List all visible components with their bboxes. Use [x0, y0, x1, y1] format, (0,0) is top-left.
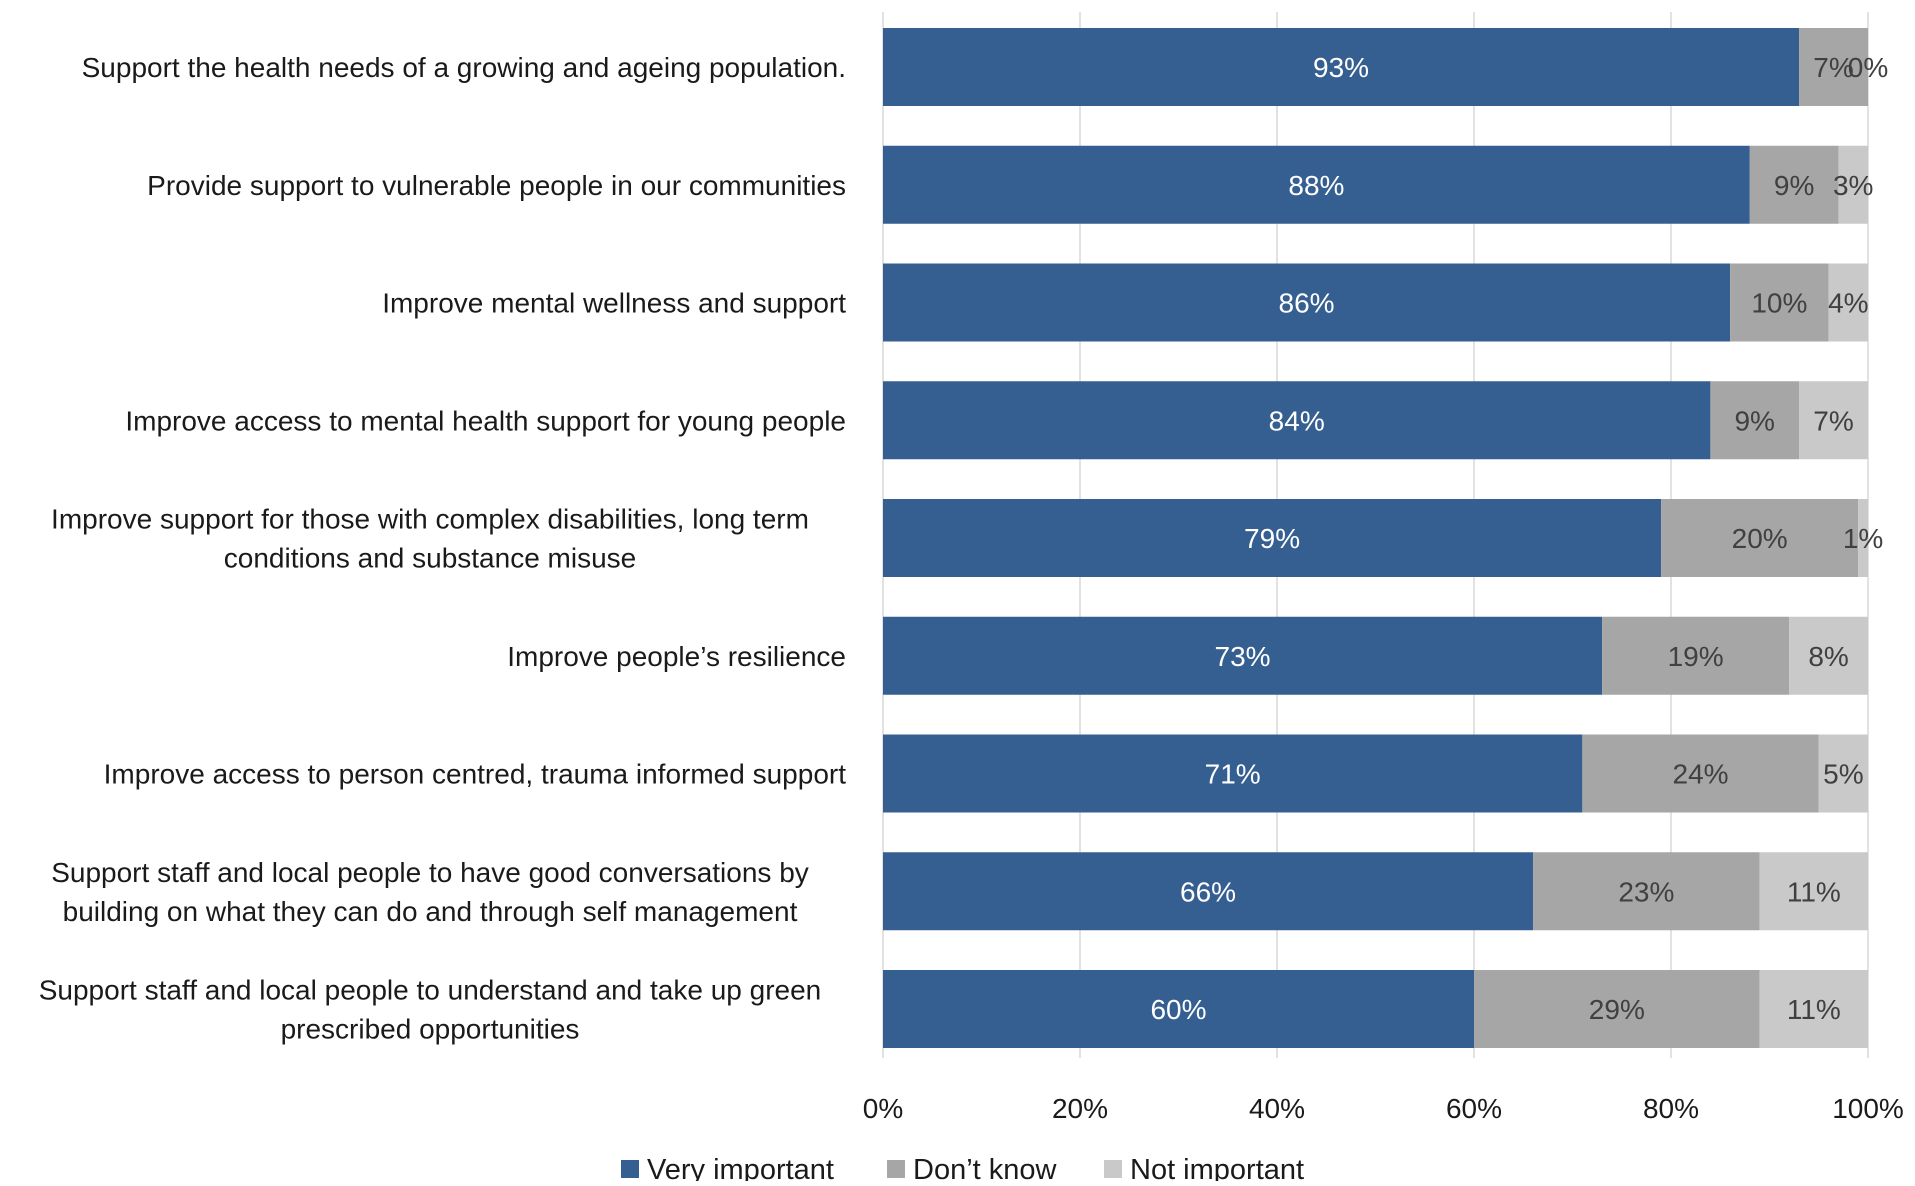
data-label-not-important-0: 0% — [1848, 52, 1888, 83]
data-label-not-important-2: 4% — [1828, 288, 1868, 319]
category-labels: Support the health needs of a growing an… — [39, 52, 846, 1045]
category-label-line: Improve mental wellness and support — [382, 288, 846, 319]
x-tick-label-100: 100% — [1832, 1093, 1904, 1124]
bar-not-important-6 — [1818, 734, 1868, 813]
bar-dont-know-2 — [1730, 263, 1829, 342]
data-label-not-important-1: 3% — [1833, 170, 1873, 201]
category-label-6: Improve access to person centred, trauma… — [104, 759, 847, 790]
data-label-dont-know-5: 19% — [1668, 641, 1724, 672]
category-label-0: Support the health needs of a growing an… — [82, 52, 846, 83]
bar-very-important-5 — [883, 616, 1603, 695]
category-label-line: Support the health needs of a growing an… — [82, 52, 846, 83]
data-label-not-important-7: 11% — [1787, 876, 1841, 907]
data-label-very-important-2: 86% — [1279, 288, 1335, 319]
data-label-not-important-6: 5% — [1823, 759, 1863, 790]
legend-label-dont-know: Don’t know — [913, 1154, 1058, 1181]
category-label-line: Improve access to mental health support … — [125, 405, 846, 436]
data-label-dont-know-1: 9% — [1774, 170, 1814, 201]
bar-not-important-7 — [1759, 852, 1868, 931]
data-label-not-important-3: 7% — [1813, 405, 1853, 436]
x-tick-label-80: 80% — [1643, 1093, 1699, 1124]
category-label-line: Improve access to person centred, trauma… — [104, 759, 847, 790]
bar-very-important-1 — [883, 145, 1750, 224]
bar-not-important-2 — [1828, 263, 1868, 342]
data-label-very-important-4: 79% — [1244, 523, 1300, 554]
bar-very-important-3 — [883, 381, 1711, 460]
category-label-line: prescribed opportunities — [281, 1014, 580, 1045]
bar-dont-know-8 — [1474, 970, 1760, 1048]
data-label-very-important-0: 93% — [1313, 52, 1369, 83]
category-label-8: Support staff and local people to unders… — [39, 975, 822, 1045]
x-tick-label-20: 20% — [1052, 1093, 1108, 1124]
data-label-dont-know-0: 7% — [1813, 52, 1853, 83]
data-label-not-important-4: 1% — [1843, 523, 1883, 554]
bar-not-important-4 — [1858, 499, 1868, 577]
data-label-very-important-1: 88% — [1288, 170, 1344, 201]
x-tick-label-60: 60% — [1446, 1093, 1502, 1124]
data-label-very-important-8: 60% — [1150, 994, 1206, 1025]
bar-dont-know-0 — [1799, 28, 1868, 106]
data-label-dont-know-6: 24% — [1673, 759, 1729, 790]
bar-very-important-2 — [883, 263, 1731, 342]
bar-very-important-4 — [883, 499, 1662, 577]
bar-dont-know-4 — [1661, 499, 1859, 577]
bar-not-important-5 — [1789, 616, 1868, 695]
legend-swatch-very-important — [621, 1160, 639, 1178]
x-tick-label-40: 40% — [1249, 1093, 1305, 1124]
bar-dont-know-3 — [1710, 381, 1800, 460]
bar-dont-know-5 — [1602, 616, 1790, 695]
bar-dont-know-1 — [1749, 145, 1839, 224]
legend: Very important Don’t know Not important — [621, 1154, 1304, 1186]
bar-not-important-3 — [1799, 381, 1868, 460]
data-label-not-important-5: 8% — [1808, 641, 1848, 672]
data-label-dont-know-8: 29% — [1589, 994, 1645, 1025]
category-label-line: conditions and substance misuse — [224, 543, 636, 574]
data-label-not-important-8: 11% — [1787, 994, 1841, 1025]
legend-swatch-dont-know — [887, 1160, 905, 1178]
data-label-dont-know-7: 23% — [1618, 876, 1674, 907]
bar-very-important-8 — [883, 970, 1474, 1048]
data-label-very-important-5: 73% — [1215, 641, 1271, 672]
category-label-line: building on what they can do and through… — [63, 896, 798, 927]
bar-not-important-1 — [1838, 145, 1868, 224]
bar-very-important-6 — [883, 734, 1583, 813]
category-label-line: Improve people’s resilience — [507, 641, 846, 672]
bar-dont-know-6 — [1582, 734, 1819, 813]
category-label-1: Provide support to vulnerable people in … — [147, 170, 846, 201]
bar-dont-know-7 — [1533, 852, 1760, 931]
bar-very-important-7 — [883, 852, 1534, 931]
data-label-very-important-6: 71% — [1205, 759, 1261, 790]
category-label-line: Support staff and local people to unders… — [39, 975, 822, 1006]
category-label-line: Provide support to vulnerable people in … — [147, 170, 846, 201]
data-label-dont-know-3: 9% — [1734, 405, 1774, 436]
category-label-7: Support staff and local people to have g… — [51, 857, 809, 927]
category-label-3: Improve access to mental health support … — [125, 405, 846, 436]
category-label-2: Improve mental wellness and support — [382, 288, 846, 319]
bars: 93% 7%0%88% 9% 3%86% 10% 4%84% 9% 7%79% 20% 1%73%… — [883, 28, 1888, 1048]
legend-swatch-not-important — [1104, 1160, 1122, 1178]
legend-label-very-important: Very important — [647, 1154, 834, 1181]
data-label-dont-know-4: 20% — [1732, 523, 1788, 554]
legend-label-not-important: Not important — [1130, 1154, 1304, 1181]
category-label-5: Improve people’s resilience — [507, 641, 846, 672]
category-label-4: Improve support for those with complex d… — [51, 504, 809, 574]
bar-very-important-0 — [883, 28, 1800, 106]
bar-not-important-8 — [1759, 970, 1868, 1048]
x-axis-ticks: 0% 20% 40% 60% 80% 100% — [863, 1093, 1904, 1124]
data-label-very-important-7: 66% — [1180, 876, 1236, 907]
category-label-line: Support staff and local people to have g… — [51, 857, 809, 888]
data-label-very-important-3: 84% — [1269, 405, 1325, 436]
category-label-line: Improve support for those with complex d… — [51, 504, 809, 535]
x-tick-label-0: 0% — [863, 1093, 903, 1124]
data-label-dont-know-2: 10% — [1751, 288, 1807, 319]
